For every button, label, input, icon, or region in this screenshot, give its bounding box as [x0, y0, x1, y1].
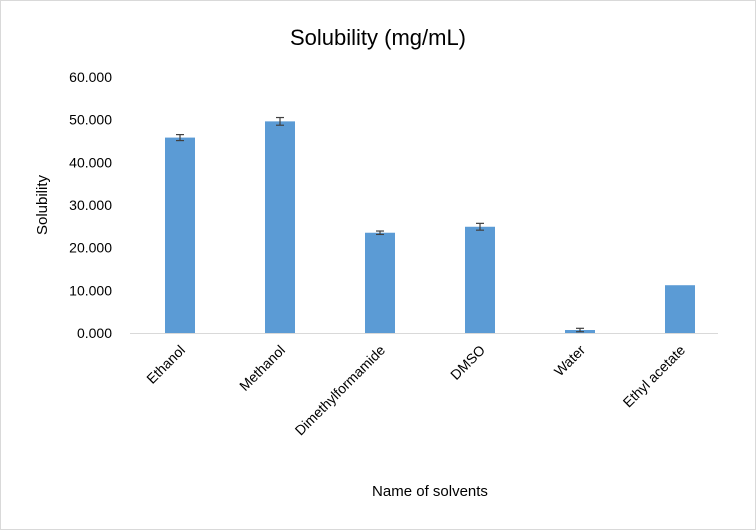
y-tick-label: 30.000	[69, 197, 112, 213]
bar	[365, 232, 395, 333]
x-tick-label: DMSO	[447, 342, 488, 383]
x-tick-labels: Ethanol Methanol Dimethylformamide DMSO Wate…	[143, 342, 688, 439]
error-bar	[576, 327, 584, 333]
error-bars	[176, 116, 584, 333]
error-bar	[376, 230, 384, 236]
y-tick-label: 0.000	[77, 325, 112, 341]
x-tick-label: Methanol	[236, 342, 288, 394]
y-tick-label: 10.000	[69, 282, 112, 298]
bar	[265, 121, 295, 333]
y-tick-label: 60.000	[69, 69, 112, 85]
x-tick-label: Ethanol	[143, 342, 188, 387]
error-bar	[176, 134, 184, 142]
x-axis-title: Name of solvents	[372, 483, 488, 500]
bar	[165, 137, 195, 333]
bar	[665, 285, 695, 333]
y-tick-label: 40.000	[69, 154, 112, 170]
chart-title: Solubility (mg/mL)	[290, 25, 466, 50]
bars	[165, 121, 695, 333]
x-tick-label: Dimethylformamide	[292, 342, 389, 439]
y-tick-labels: 0.000 10.000 20.000 30.000 40.000 50.000 60.00…	[69, 69, 112, 341]
error-bar	[276, 116, 284, 126]
y-axis-title: Solubility	[34, 174, 51, 235]
y-tick-label: 20.000	[69, 240, 112, 256]
bar	[465, 226, 495, 333]
x-tick-label: Water	[551, 342, 589, 380]
x-tick-label: Ethyl acetate	[620, 342, 689, 411]
y-tick-label: 50.000	[69, 112, 112, 128]
error-bar	[476, 222, 484, 231]
